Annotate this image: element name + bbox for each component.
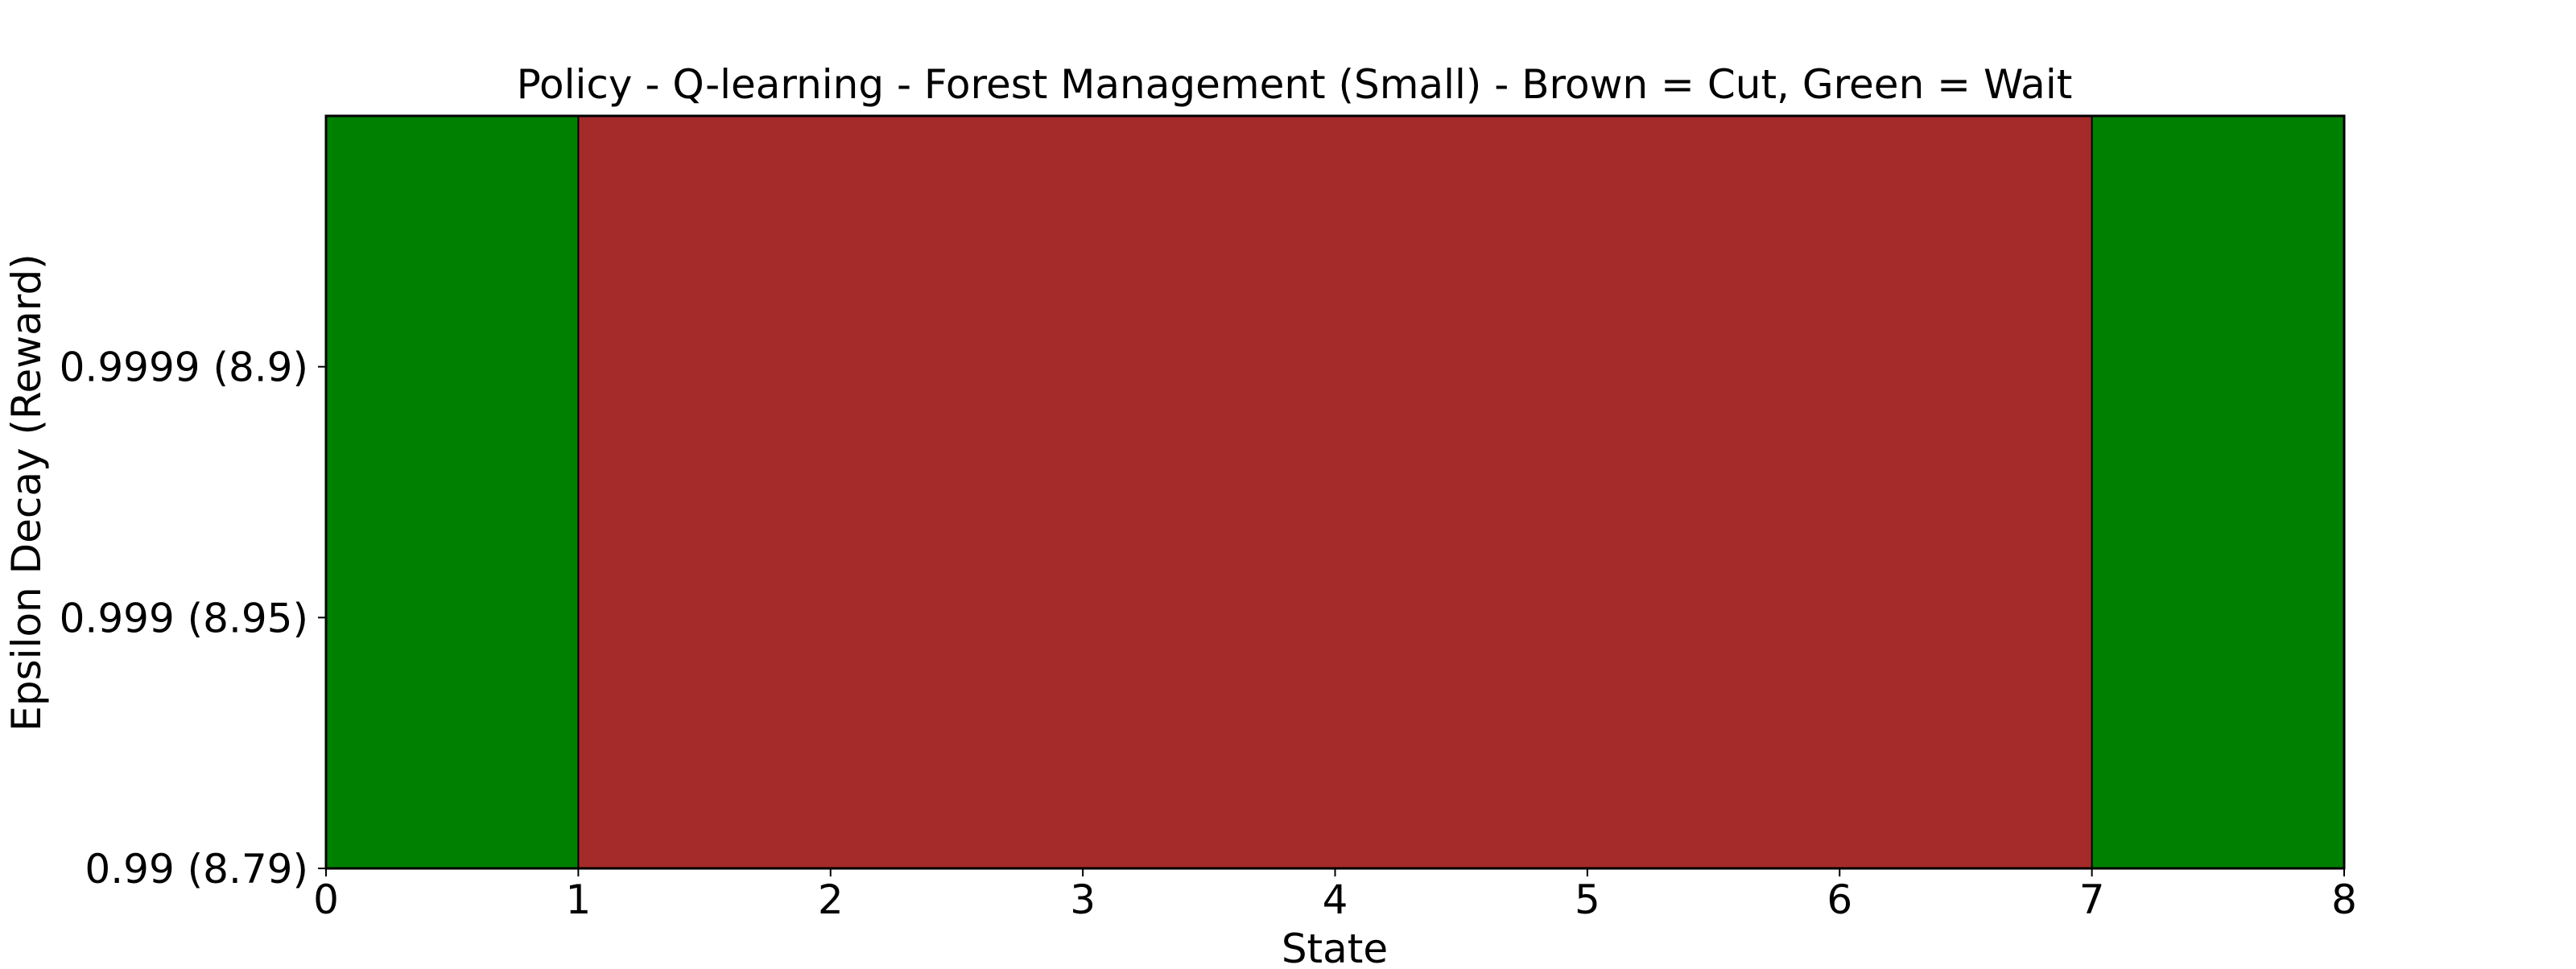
- y-tick-label: 0.9999 (8.9): [60, 344, 308, 391]
- x-tick-label: 8: [2331, 876, 2357, 923]
- x-axis-label: State: [1282, 926, 1388, 966]
- x-tick-label: 0: [313, 876, 339, 923]
- x-axis-ticks: 0 1 2 3 4 5 6 7 8: [313, 868, 2357, 923]
- policy-segment-wait-2: [2091, 116, 2344, 868]
- policy-segment-cut-1: [578, 116, 2092, 868]
- x-tick-label: 4: [1323, 876, 1348, 923]
- y-axis-ticks: 0.9999 (8.9) 0.999 (8.95) 0.99 (8.79): [60, 344, 326, 893]
- policy-segments: [326, 116, 2344, 868]
- x-tick-label: 5: [1575, 876, 1600, 923]
- chart-title: Policy - Q-learning - Forest Management …: [517, 61, 2073, 108]
- x-tick-label: 1: [565, 876, 591, 923]
- y-tick-label: 0.999 (8.95): [60, 595, 308, 641]
- policy-segment-wait-0: [326, 116, 579, 868]
- y-axis-label: Epsilon Decay (Reward): [3, 254, 50, 731]
- y-tick-label: 0.99 (8.79): [85, 846, 308, 893]
- x-tick-label: 7: [2079, 876, 2105, 923]
- x-tick-label: 6: [1827, 876, 1852, 923]
- x-tick-label: 2: [818, 876, 844, 923]
- x-tick-label: 3: [1070, 876, 1096, 923]
- plot-frame: [324, 114, 2346, 870]
